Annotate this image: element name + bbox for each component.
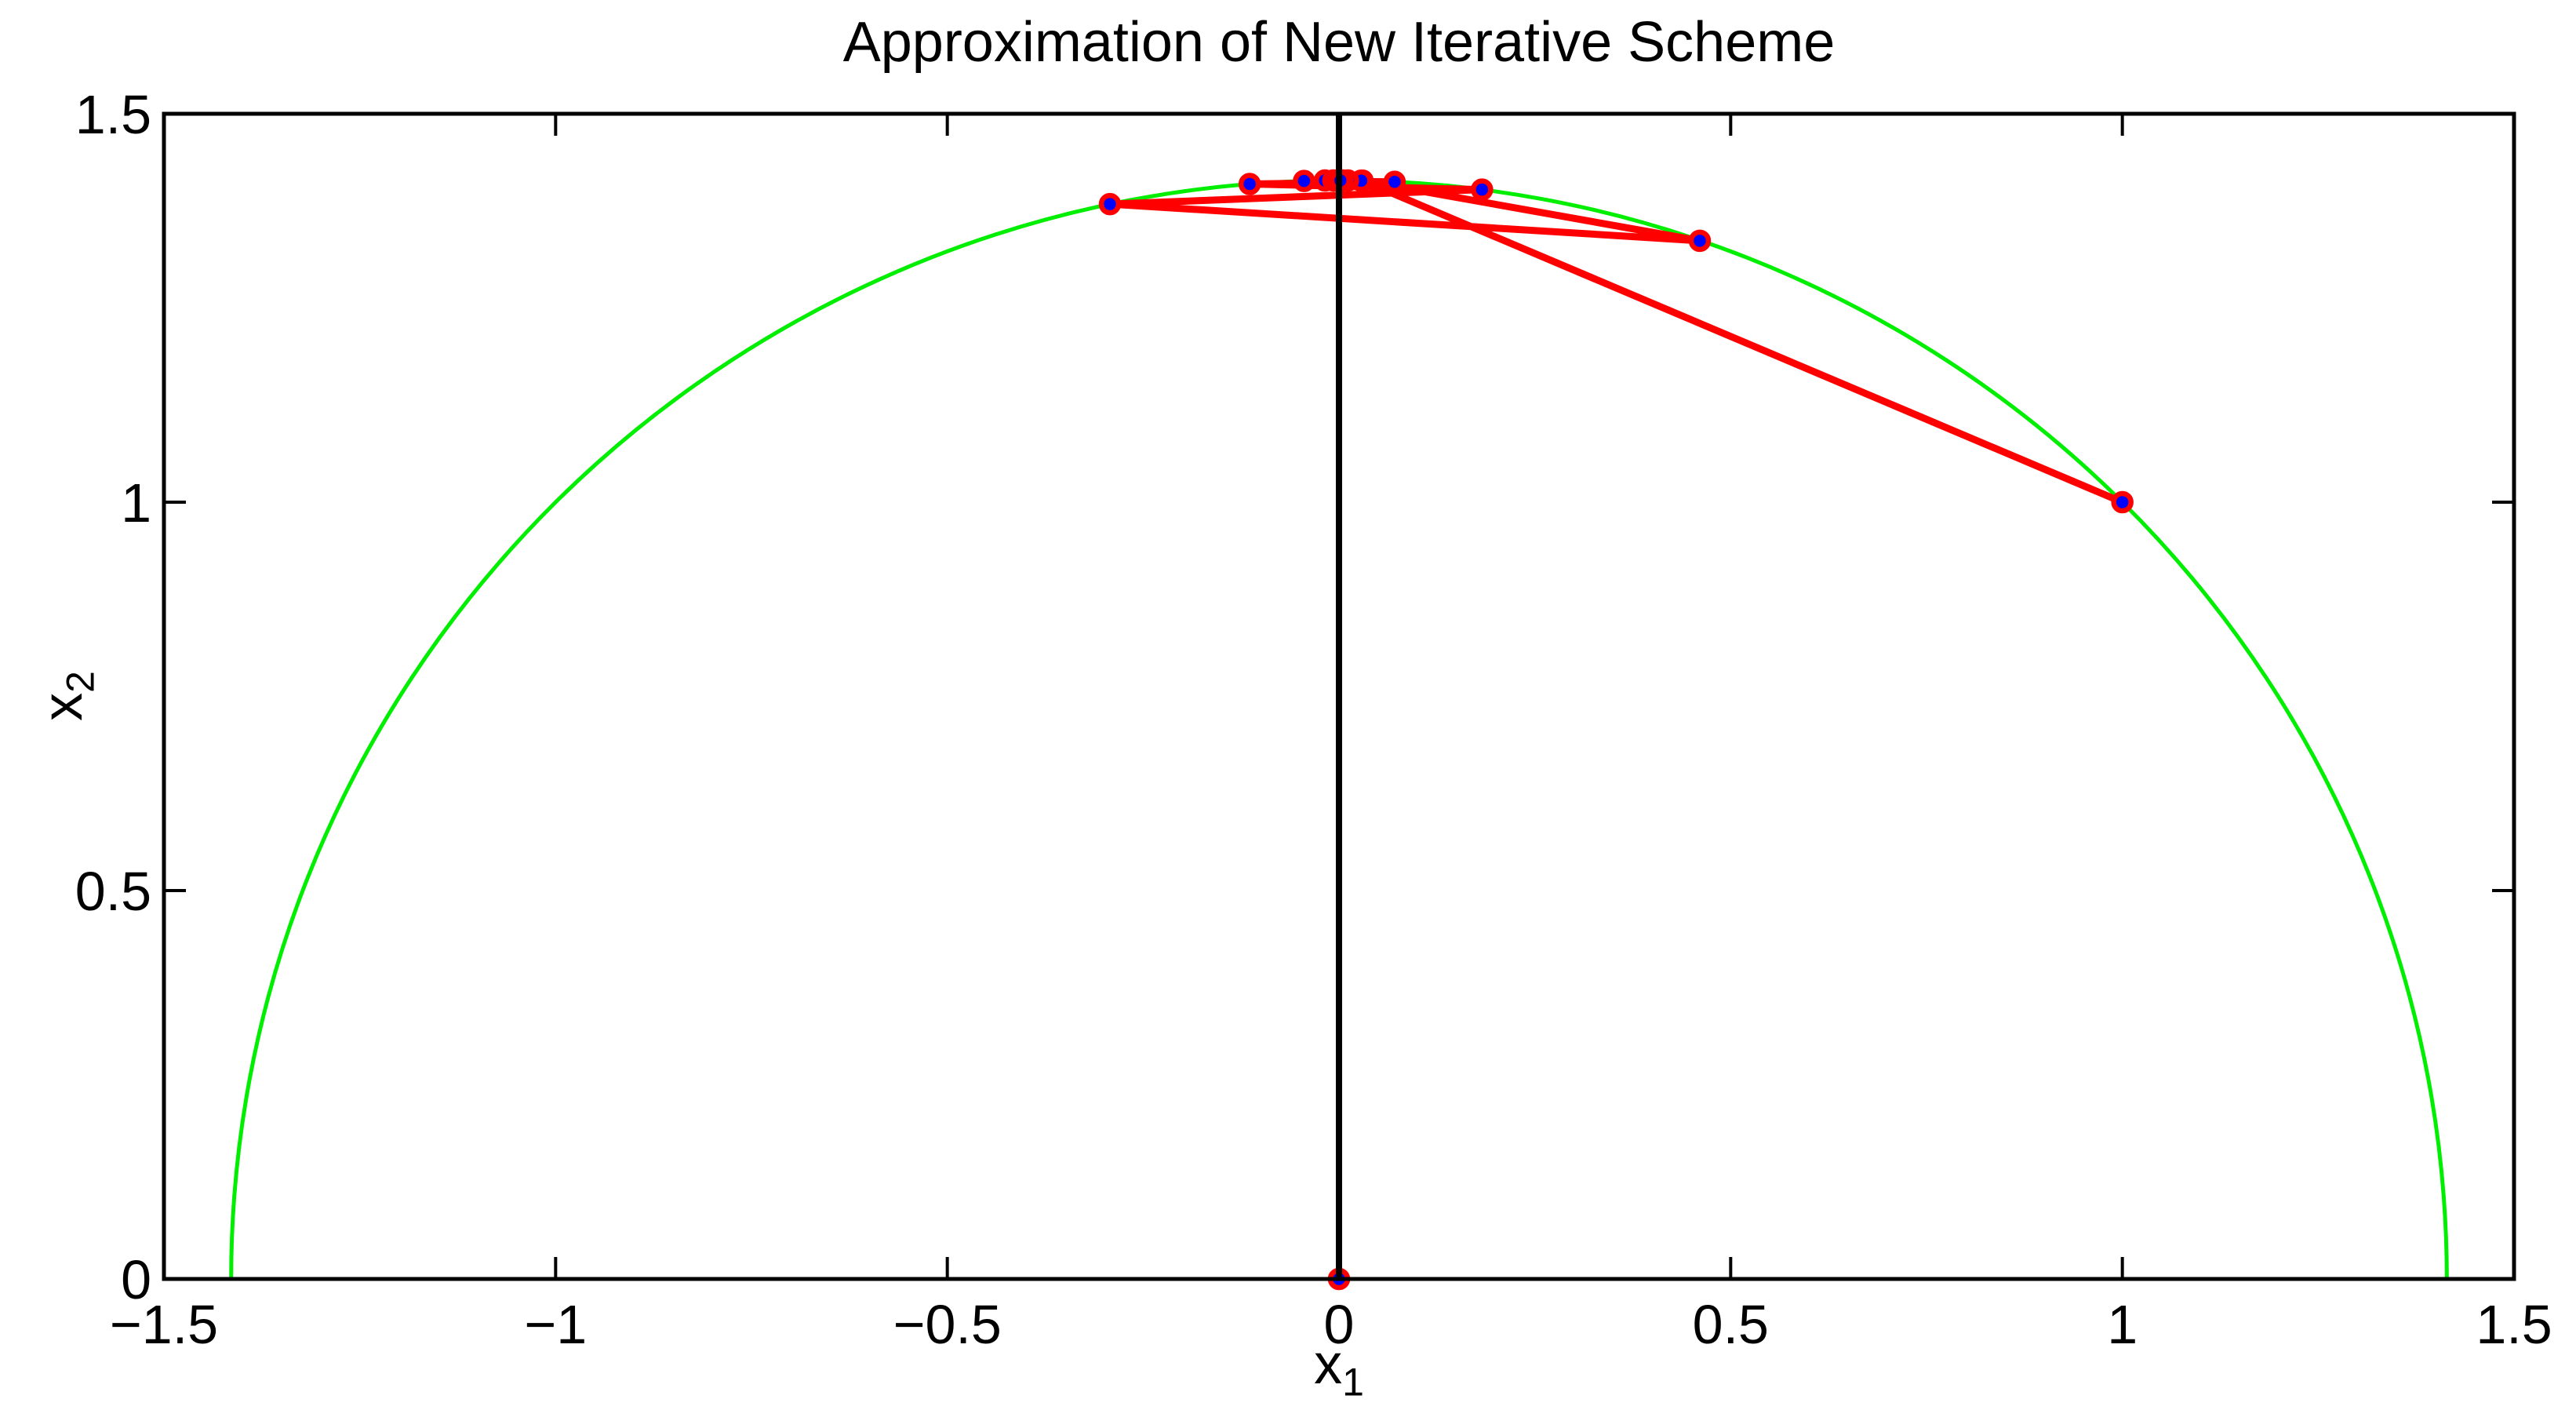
chart-title: Approximation of New Iterative Scheme bbox=[842, 11, 1836, 74]
y-tick-label: 0 bbox=[121, 1249, 151, 1310]
y-axis-label-base: x bbox=[31, 692, 94, 721]
x-tick-label: 1.5 bbox=[2476, 1294, 2552, 1355]
x-tick-label: −1 bbox=[524, 1294, 587, 1355]
data-point-marker bbox=[1098, 192, 1122, 216]
x-tick-label: 0.5 bbox=[1693, 1294, 1769, 1355]
y-axis-label-subscript: 2 bbox=[58, 671, 103, 693]
data-point-marker bbox=[1238, 173, 1261, 195]
x-tick-label: −1.5 bbox=[110, 1294, 218, 1355]
x-axis-label-base: x bbox=[1314, 1333, 1343, 1396]
data-point-marker bbox=[1471, 178, 1494, 201]
iteration-path bbox=[1106, 177, 2127, 506]
x-tick-label: 1 bbox=[2107, 1294, 2138, 1355]
data-point-marker bbox=[1293, 169, 1315, 192]
data-point-marker bbox=[2111, 490, 2134, 514]
y-tick-label: 1.5 bbox=[75, 84, 151, 145]
y-tick-label: 0.5 bbox=[75, 861, 151, 922]
data-point-marker bbox=[1383, 170, 1406, 193]
y-axis-label: x2 bbox=[31, 618, 102, 774]
data-point-marker bbox=[1688, 229, 1712, 253]
x-tick-label: −0.5 bbox=[893, 1294, 1002, 1355]
x-tick-label: 0 bbox=[1324, 1294, 1355, 1355]
x-axis-label-subscript: 1 bbox=[1342, 1360, 1364, 1405]
x-axis-label: x1 bbox=[164, 1332, 2514, 1401]
y-tick-label: 1 bbox=[121, 472, 151, 534]
